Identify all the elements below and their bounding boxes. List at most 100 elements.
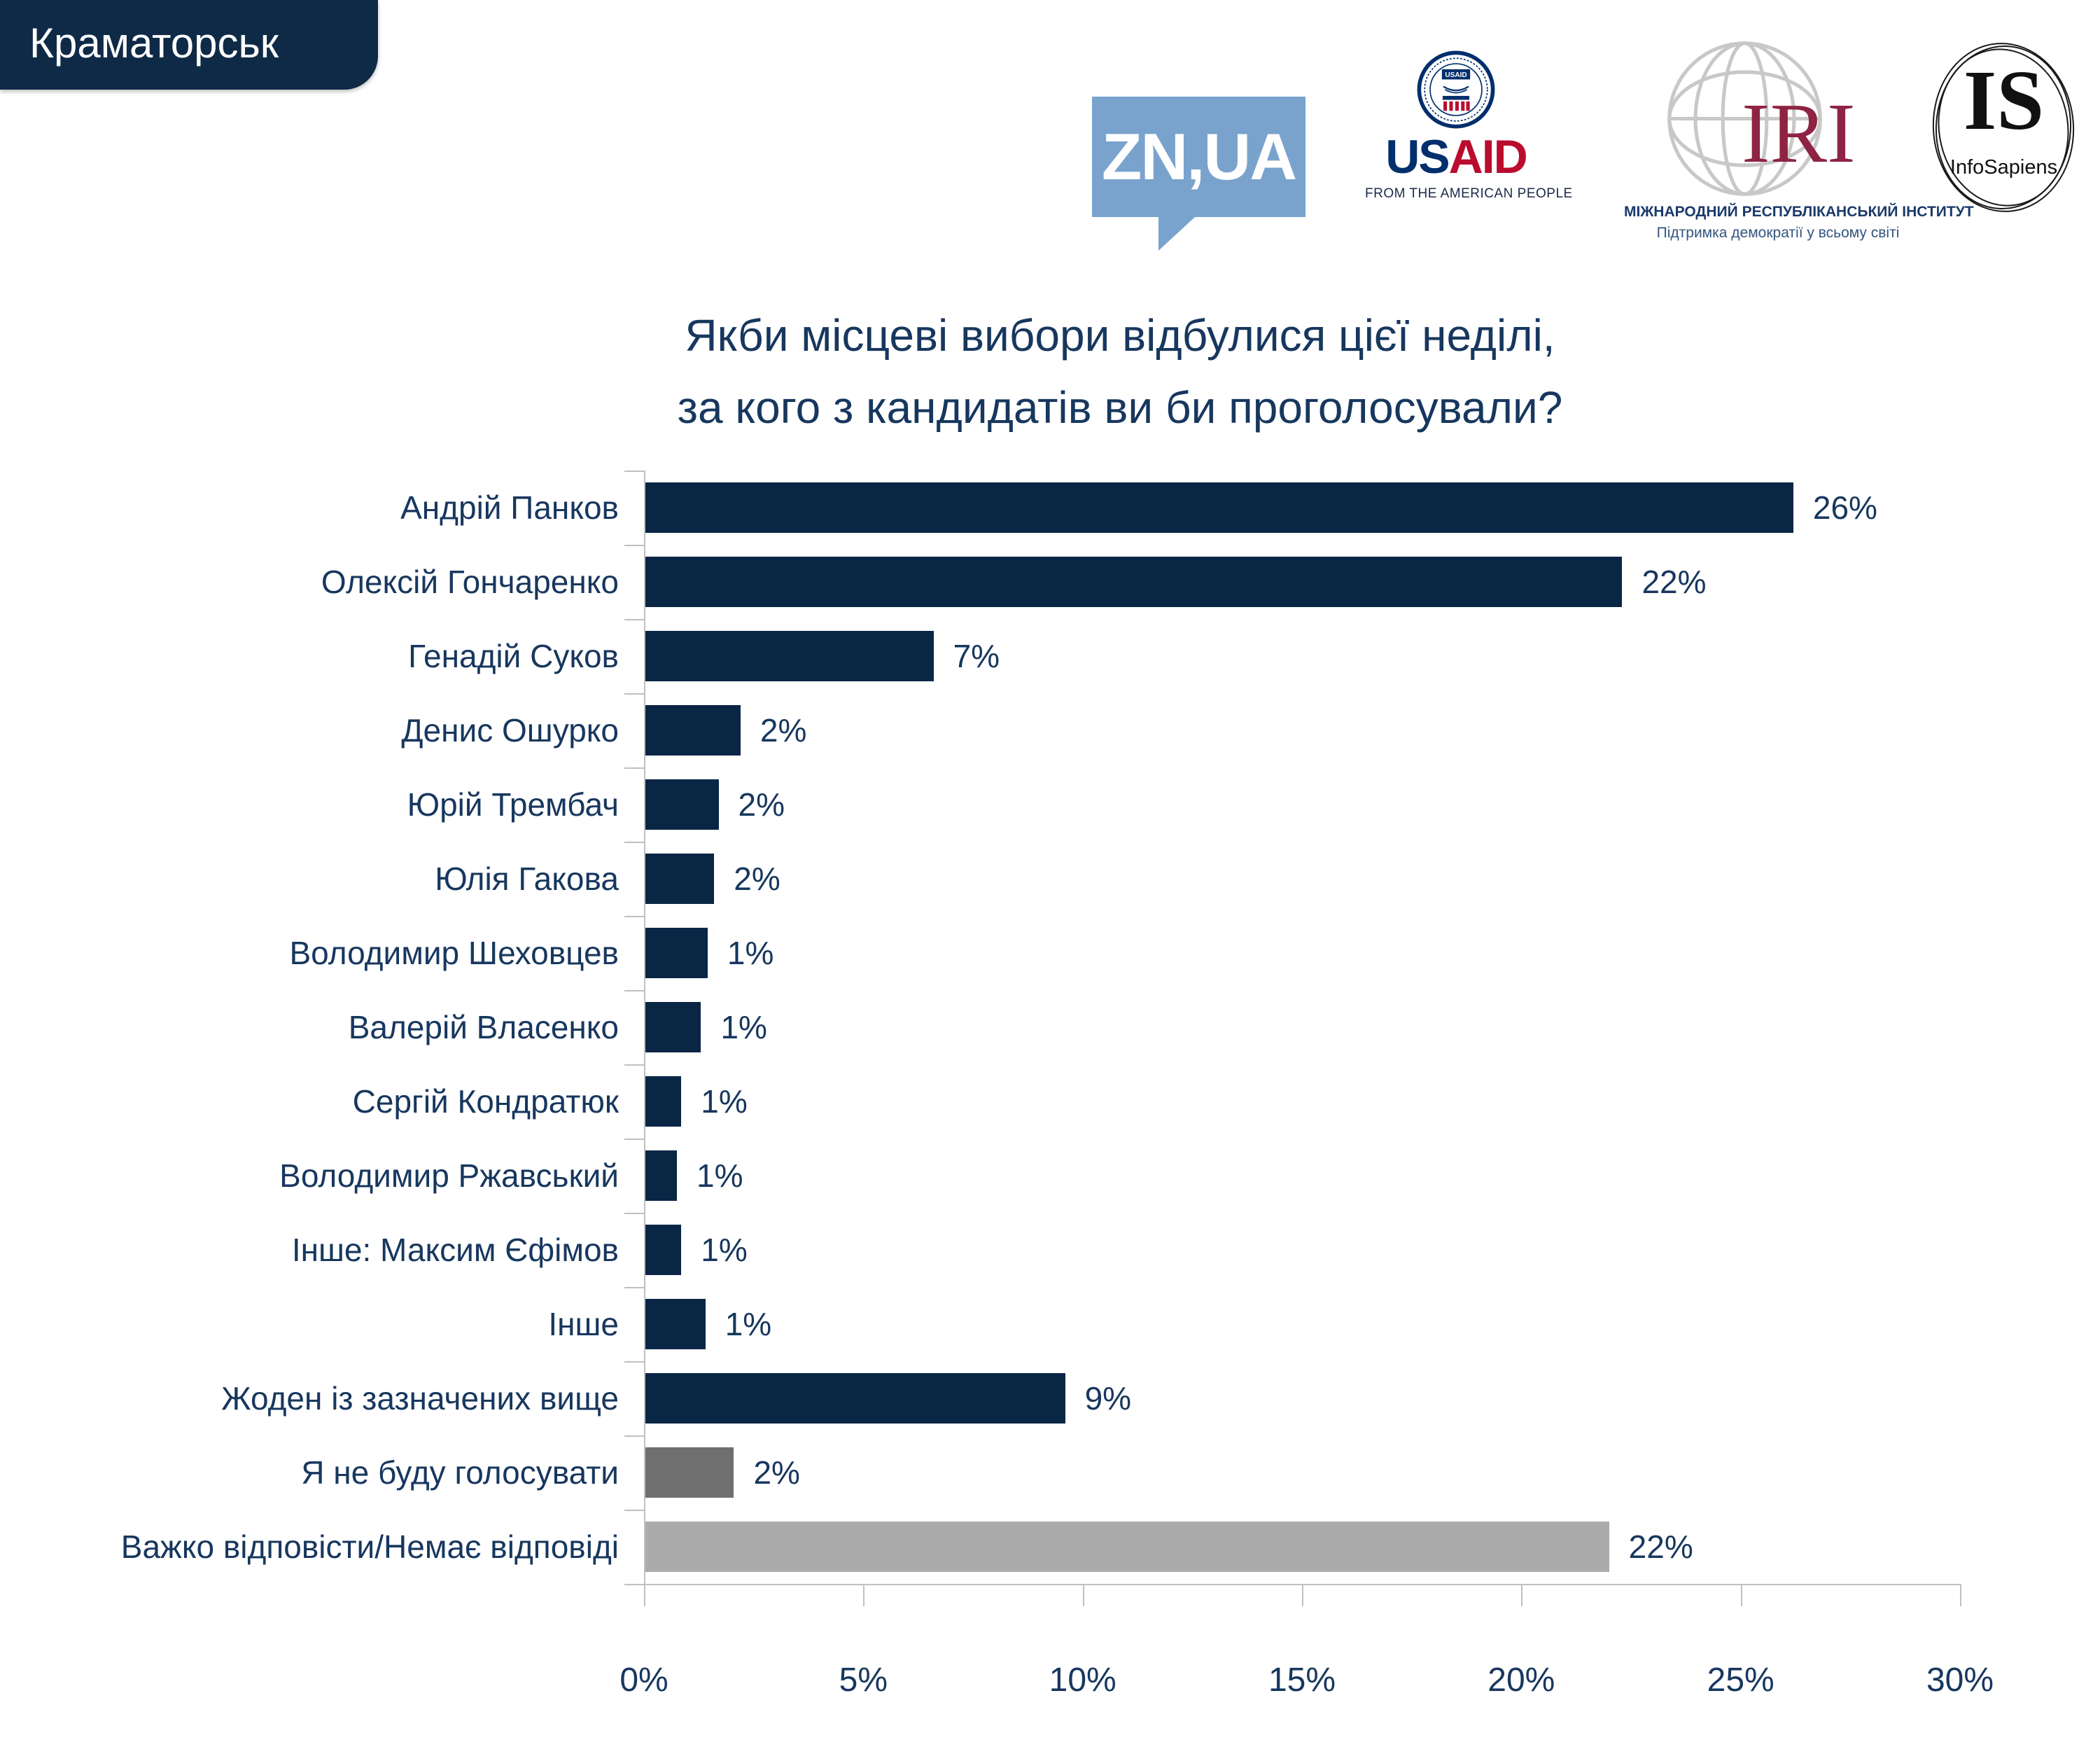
chart-title-line1: Якби місцеві вибори відбулися цієї неділ…	[685, 310, 1555, 361]
chart-rows: Андрій Панков 26% Олексій Гончаренко 22% Ген…	[0, 471, 2100, 1584]
bar	[644, 1150, 677, 1201]
iri-logo: IRI МІЖНАРОДНИЙ РЕСПУБЛІКАНСЬКИЙ ІНСТИТУ…	[1624, 36, 1974, 242]
value-label: 26%	[1812, 489, 1877, 526]
usaid-word-us: US	[1385, 130, 1450, 183]
iri-logo-mark: IRI	[1624, 36, 1932, 201]
bar	[644, 1076, 682, 1127]
svg-text:USAID: USAID	[1445, 71, 1466, 79]
bar-track: 26%	[644, 482, 1960, 533]
y-tick	[624, 545, 644, 546]
value-label: 1%	[701, 1232, 748, 1268]
category-label: Інше	[548, 1306, 619, 1342]
chart-row: Володимир Ржавський 1%	[0, 1139, 2100, 1213]
chart-row: Я не буду голосувати 2%	[0, 1435, 2100, 1510]
chart-row: Інше 1%	[0, 1287, 2100, 1361]
bar	[644, 631, 934, 681]
category-label: Денис Ошурко	[401, 712, 619, 749]
iri-acronym: IRI	[1742, 86, 1856, 181]
bar-track: 2%	[644, 854, 1960, 904]
bar-track: 9%	[644, 1373, 1960, 1424]
value-label: 1%	[724, 1306, 772, 1342]
bar	[644, 705, 741, 756]
x-tick	[1302, 1585, 1303, 1606]
category-label: Олексій Гончаренко	[321, 564, 619, 600]
usaid-wordmark: USAID	[1365, 133, 1547, 181]
bar-track: 7%	[644, 631, 1960, 681]
usaid-logo: USAID USAID FROM THE AMERICAN PEOPLE	[1365, 50, 1573, 202]
y-tick	[624, 693, 644, 695]
usaid-word-aid: AID	[1448, 130, 1528, 183]
x-tick	[863, 1585, 865, 1606]
x-tick-label: 15%	[1268, 1662, 1336, 1699]
y-tick	[624, 1064, 644, 1066]
bar-track: 22%	[644, 557, 1960, 607]
bar-track: 22%	[644, 1522, 1960, 1572]
category-label: Юрій Трембач	[407, 786, 619, 823]
y-tick	[624, 471, 644, 472]
value-label: 22%	[1642, 564, 1707, 600]
category-label: Генадій Суков	[408, 638, 619, 674]
usaid-tagline: FROM THE AMERICAN PEOPLE	[1365, 186, 1573, 201]
bar-track: 1%	[644, 928, 1960, 978]
category-label: Інше: Максим Єфімов	[291, 1232, 619, 1268]
value-label: 9%	[1084, 1380, 1132, 1417]
category-label: Сергій Кондратюк	[352, 1083, 619, 1120]
category-label: Жоден із зазначених вище	[221, 1380, 619, 1417]
category-label: Володимир Ржавський	[279, 1157, 619, 1194]
y-tick	[624, 1435, 644, 1437]
category-label: Андрій Панков	[400, 489, 619, 526]
y-axis-line	[644, 471, 645, 1585]
bar-track: 1%	[644, 1076, 1960, 1127]
chart-row: Сергій Кондратюк 1%	[0, 1064, 2100, 1139]
chart-row: Жоден із зазначених вище 9%	[0, 1361, 2100, 1435]
infosapiens-name: InfoSapiens	[1949, 156, 2058, 179]
bar	[644, 1299, 706, 1349]
city-badge-label: Краматорськ	[29, 20, 279, 67]
value-label: 2%	[753, 1454, 800, 1491]
bar-track: 1%	[644, 1225, 1960, 1275]
x-tick-label: 0%	[620, 1662, 668, 1699]
y-tick	[624, 1139, 644, 1140]
chart-title: Якби місцеві вибори відбулися цієї неділ…	[140, 300, 2100, 444]
value-label: 2%	[738, 786, 785, 823]
y-tick	[624, 1510, 644, 1511]
x-tick-label: 25%	[1707, 1662, 1774, 1699]
category-label: Валерій Власенко	[348, 1009, 619, 1045]
x-tick	[1082, 1585, 1084, 1606]
iri-name-line1: МІЖНАРОДНИЙ РЕСПУБЛІКАНСЬКИЙ ІНСТИТУТ	[1624, 204, 1974, 220]
x-tick-label: 30%	[1926, 1662, 1994, 1699]
bar	[644, 928, 708, 978]
bar-chart: Андрій Панков 26% Олексій Гончаренко 22% Ген…	[0, 471, 2100, 1740]
bar	[644, 1225, 682, 1275]
y-tick	[624, 990, 644, 991]
chart-row: Юлія Гакова 2%	[0, 842, 2100, 916]
infosapiens-logo: IS InfoSapiens	[1928, 39, 2079, 217]
chart-row: Андрій Панков 26%	[0, 471, 2100, 545]
znua-logo-text: ZN,UA	[1101, 120, 1297, 193]
chart-row: Юрій Трембач 2%	[0, 767, 2100, 842]
chart-row: Інше: Максим Єфімов 1%	[0, 1213, 2100, 1287]
znua-logo-box: ZN,UA	[1092, 97, 1306, 217]
usaid-seal-icon: USAID	[1417, 50, 1495, 129]
value-label: 1%	[696, 1157, 743, 1194]
bar	[644, 1447, 734, 1498]
x-tick	[644, 1585, 645, 1606]
bar	[644, 1002, 701, 1052]
category-label: Володимир Шеховцев	[289, 935, 620, 971]
chart-row: Володимир Шеховцев 1%	[0, 916, 2100, 990]
y-tick	[624, 916, 644, 917]
bar	[644, 1522, 1609, 1572]
y-tick	[624, 1213, 644, 1214]
value-label: 1%	[727, 935, 774, 971]
x-axis-line	[644, 1584, 1961, 1585]
infosapiens-acronym: IS	[1963, 53, 2045, 148]
bar	[644, 557, 1623, 607]
chart-row: Олексій Гончаренко 22%	[0, 545, 2100, 619]
bar-track: 2%	[644, 1447, 1960, 1498]
x-tick-label: 5%	[839, 1662, 888, 1699]
chart-row: Важко відповісти/Немає відповіді 22%	[0, 1510, 2100, 1584]
value-label: 7%	[953, 638, 1000, 674]
is-ellipses-icon	[1932, 43, 2075, 212]
value-label: 1%	[701, 1083, 748, 1120]
